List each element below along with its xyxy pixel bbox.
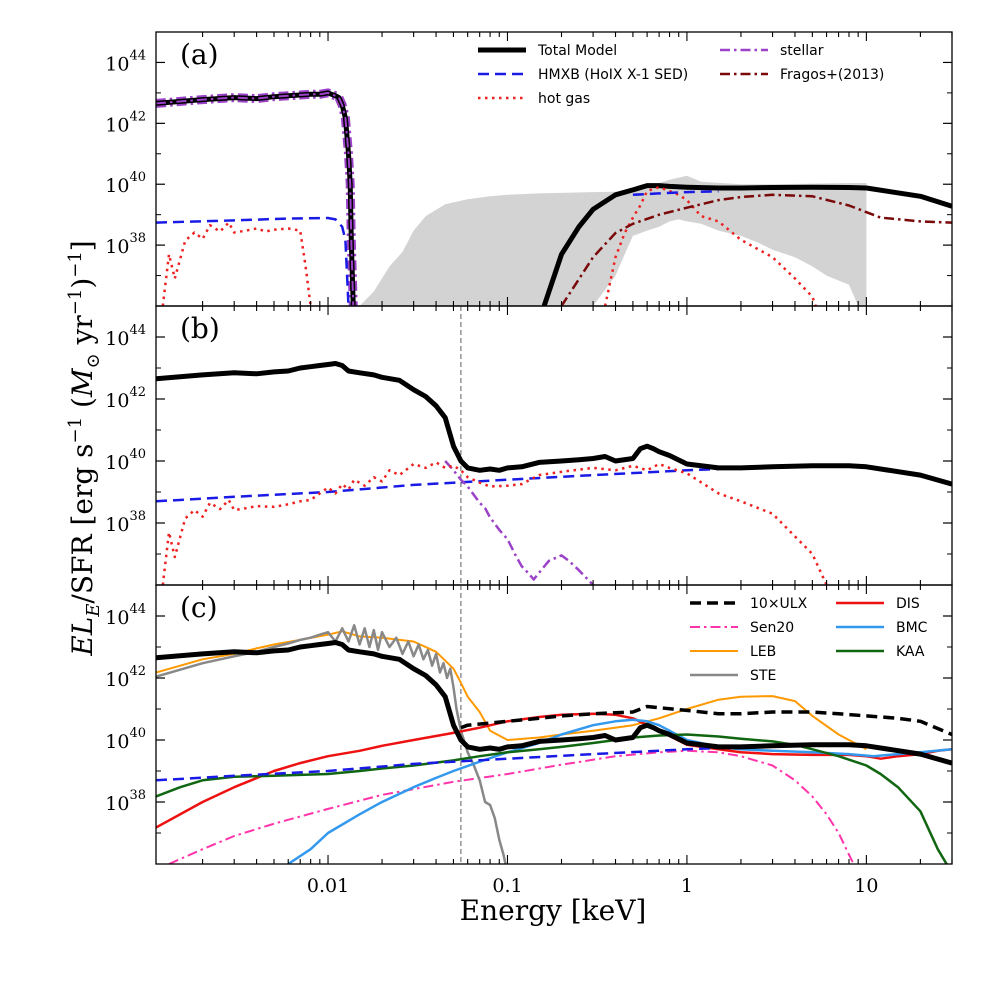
shaded-region-observed-range — [359, 175, 867, 306]
series-line-fragos-2013 — [560, 193, 952, 306]
legend-label-dis: DIS — [896, 596, 920, 612]
legend-label-hot-gas: hot gas — [538, 91, 590, 107]
series-line-total-model-hard — [541, 183, 952, 306]
y-tick-label: 1038 — [105, 788, 146, 815]
x-tick-label: 0.1 — [492, 875, 522, 897]
series-line-hmxb-hoix-x-1-sed — [156, 216, 350, 306]
y-tick-label: 1040 — [105, 170, 146, 197]
panel-label-c: (c) — [180, 591, 218, 624]
legend-label-hmxb-hoix-x-1-sed: HMXB (HoIX X-1 SED) — [538, 67, 688, 83]
series-line-total-model — [156, 90, 356, 306]
legend-label-kaa: KAA — [896, 644, 925, 660]
series-line-hot-gas-hard — [603, 185, 818, 306]
legend-label-leb: LEB — [750, 644, 776, 660]
series-line-stellar — [444, 460, 595, 585]
series-line-stellar-overlay — [156, 91, 355, 306]
series-line-hot-gas — [161, 461, 828, 585]
legend-label-ste: STE — [750, 668, 776, 684]
y-tick-label: 1038 — [105, 231, 146, 258]
series-line-total-model — [156, 640, 952, 766]
series-line-kaa — [156, 733, 948, 864]
panel-c-plot-area — [156, 585, 952, 864]
series-line-10-ulx — [460, 704, 952, 737]
legend-label-bmc: BMC — [896, 620, 928, 636]
panel-b-frame — [155, 305, 953, 586]
series-line-total-model — [156, 361, 952, 487]
panel-label-a: (a) — [180, 38, 219, 71]
panel-a-plot-area — [156, 88, 952, 306]
legend-label-total-model: Total Model — [537, 43, 617, 59]
legend-label-sen20: Sen20 — [750, 620, 794, 636]
x-axis-title: Energy [keV] — [460, 894, 647, 927]
x-tick-label: 10 — [854, 875, 878, 897]
series-line-hmxb — [156, 746, 719, 782]
panel-c-frame — [155, 584, 953, 865]
series-line-ste — [156, 624, 507, 864]
series-line-stellar — [156, 88, 358, 306]
x-tick-label: 1 — [681, 875, 693, 897]
legend-label-stellar: stellar — [780, 43, 824, 59]
y-tick-label: 1044 — [105, 602, 146, 629]
y-tick-label: 1042 — [105, 109, 146, 136]
y-tick-label: 1040 — [105, 447, 146, 474]
series-line-hmxb-hard — [632, 190, 719, 197]
y-tick-label: 1042 — [105, 664, 146, 691]
legend-label-10-ulx: 10×ULX — [750, 596, 808, 612]
y-tick-label: 1044 — [105, 48, 146, 75]
series-line-hmxb — [156, 467, 719, 503]
series-line-sen20 — [168, 749, 855, 864]
y-tick-label: 1044 — [105, 323, 146, 350]
panel-label-b: (b) — [180, 312, 220, 345]
y-tick-label: 1040 — [105, 726, 146, 753]
panel-b-plot-area — [156, 306, 952, 585]
y-tick-label: 1038 — [105, 509, 146, 536]
series-line-hot-gas — [161, 221, 312, 306]
y-tick-label: 1042 — [105, 385, 146, 412]
y-axis-title: ELE/SFR [erg s−1 (M⊙ yr−1)−1] — [65, 240, 104, 657]
x-tick-label: 0.01 — [307, 875, 349, 897]
legend-label-fragos-2013: Fragos+(2013) — [780, 67, 884, 83]
